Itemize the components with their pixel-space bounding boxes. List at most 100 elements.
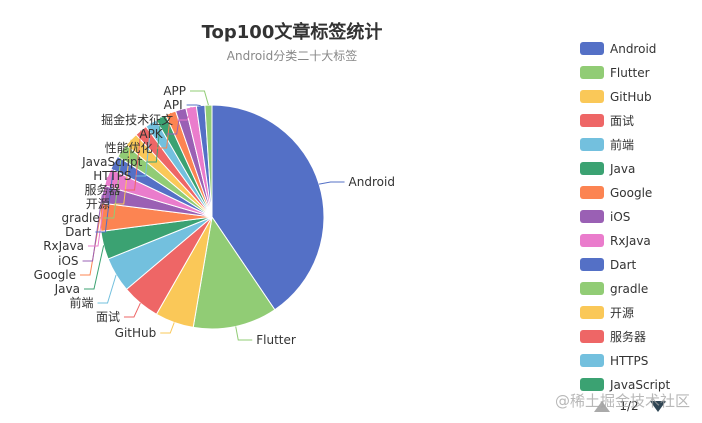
legend-item-9[interactable]: Dart [580,258,637,272]
pie-slice-19[interactable] [204,104,213,218]
chart-subtitle: Android分类二十大标签 [227,48,357,63]
pie-label-line-15 [156,112,172,149]
pie-label-line-7 [82,194,103,262]
legend-item-8[interactable]: RxJava [580,234,651,248]
legend-item-0[interactable]: Android [580,42,656,56]
legend-item-14[interactable]: JavaScript [580,378,670,392]
legend-label: 服务器 [610,329,646,344]
pie-label-15: 性能优化 [105,141,153,155]
legend-label: Java [609,162,635,176]
legend-label: iOS [610,210,630,224]
pie-label-line-4 [97,274,117,304]
chart-title: Top100文章标签统计 [202,21,383,43]
pie-label-5: Java [54,282,80,296]
pie-label-11: 开源 [86,197,110,211]
legend-label: RxJava [610,234,651,248]
pie-label-line-10 [103,150,123,219]
watermark: @稀土掘金技术社区 [554,392,690,410]
pie-label-line-8 [88,177,108,247]
legend-swatch [580,354,604,367]
legend-swatch [580,114,604,127]
legend-item-12[interactable]: 服务器 [580,329,646,344]
pie-label-19: APP [163,84,186,98]
pie-label-line-13 [135,123,152,177]
legend-label: HTTPS [610,354,648,368]
pie-slice-0[interactable] [211,104,325,311]
legend-swatch [580,186,604,199]
legend-pager: 1/2 [594,399,666,413]
legend-item-10[interactable]: gradle [580,282,648,296]
legend-page-indicator: 1/2 [619,399,638,413]
legend-item-2[interactable]: GitHub [580,90,652,104]
pie-label-2: GitHub [115,326,157,340]
pie-label-line-14 [146,117,162,163]
legend-next-page-icon[interactable] [650,401,666,412]
legend-label: Flutter [610,66,650,80]
legend-swatch [580,378,604,391]
legend-swatch [580,234,604,247]
legend-swatch [580,282,604,295]
pie-label-line-17 [177,106,192,121]
legend-label: Google [610,186,652,200]
pie-label-line-9 [95,162,115,233]
legend-item-3[interactable]: 面试 [580,113,634,128]
pie-label-8: RxJava [43,239,84,253]
legend-item-1[interactable]: Flutter [580,66,650,80]
pie-label-17: 掘金技术征文 [101,112,173,127]
pie-label-4: 前端 [70,295,94,310]
pie-label-10: gradle [62,211,100,225]
legend-label: 面试 [610,113,634,128]
pie-labels: Android Flutter GitHub 面试前端JavaGoogleiOSRxJ… [34,84,395,347]
legend-prev-page-icon[interactable] [594,401,610,412]
pie-label-line-3 [123,302,141,318]
legend-swatch [580,66,604,79]
legend-item-7[interactable]: iOS [580,210,630,224]
pie-label-12: 服务器 [85,182,121,197]
legend-swatch [580,210,604,223]
legend-label: JavaScript [609,378,670,392]
pie-label-line-11 [113,139,132,205]
legend-swatch [580,162,604,175]
legend-label: 开源 [610,306,634,320]
legend-label: GitHub [610,90,652,104]
legend-swatch [580,330,604,343]
legend-label: Android [610,42,656,56]
pie-label-0: Android [349,175,395,189]
pie-label-16: APK [139,127,163,141]
legend-item-4[interactable]: 前端 [580,137,634,152]
legend-item-5[interactable]: Java [580,162,635,176]
pie-label-6: Google [34,268,76,282]
legend-item-6[interactable]: Google [580,186,652,200]
legend-item-13[interactable]: HTTPS [580,354,648,368]
legend-swatch [580,42,604,55]
pie-label-line-16 [166,109,182,135]
pie-label-line-1 [235,326,253,341]
pie-label-13: HTTPS [93,169,131,183]
pie-label-line-6 [80,217,101,276]
pie-label-9: Dart [65,225,92,239]
legend-label: gradle [610,282,648,296]
pie-label-line-5 [83,245,105,290]
pie-label-18: API [164,98,183,112]
pie-label-line-12 [124,130,142,191]
legend-swatch [580,90,604,103]
legend-label: Dart [610,258,637,272]
pie-label-3: 面试 [96,309,120,324]
legend-item-11[interactable]: 开源 [580,306,634,320]
pie-label-14: JavaScript [81,155,142,169]
pie-label-7: iOS [58,254,78,268]
pie-label-line-2 [160,322,175,334]
legend-swatch [580,258,604,271]
pie-label-line-19 [190,90,209,106]
legend-swatch [580,306,604,319]
legend-swatch [580,138,604,151]
pie-label-1: Flutter [256,333,296,347]
legend-label: 前端 [610,137,634,152]
pie-slices [99,104,325,330]
pie-slice-1[interactable] [192,215,276,330]
pie-label-line-0 [318,181,345,185]
pie-label-line-18 [186,104,201,107]
